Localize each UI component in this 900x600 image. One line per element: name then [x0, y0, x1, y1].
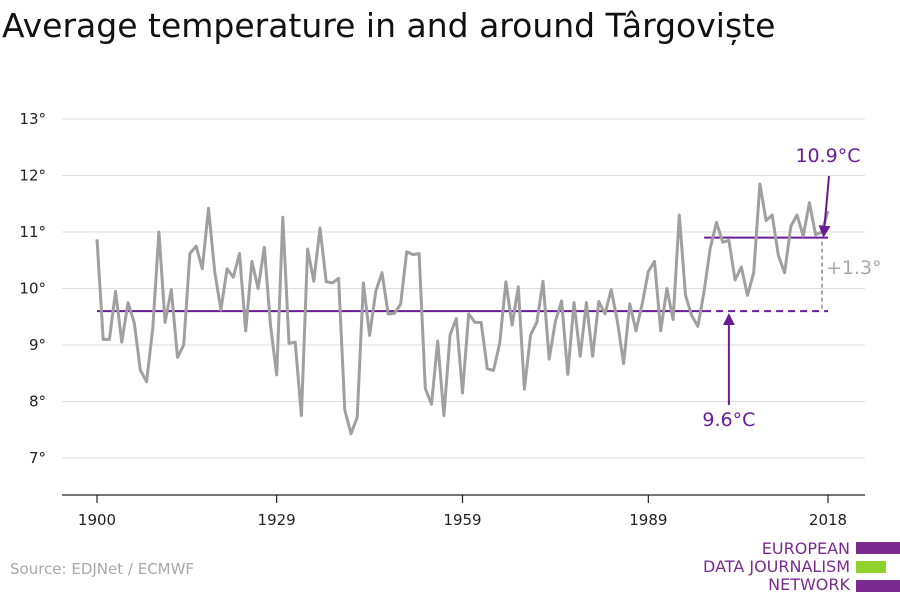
recent-label: 10.9°C — [795, 145, 860, 167]
baseline-label: 9.6°C — [702, 409, 755, 431]
y-tick-label: 9° — [29, 336, 46, 354]
y-axis-ticks: 7° 8° 9° 10° 11° 12° 13° — [19, 110, 46, 467]
recent-arrow — [818, 175, 831, 238]
x-tick-label: 1989 — [629, 511, 667, 529]
logo-line-1: EUROPEAN — [762, 540, 850, 558]
logo-bar-green — [856, 561, 886, 573]
logo-line-2: DATA JOURNALISM — [703, 557, 850, 576]
annotations: 9.6°C 10.9°C +1.3° — [702, 145, 881, 431]
x-tick-label: 1929 — [258, 511, 296, 529]
y-tick-label: 12° — [19, 167, 46, 185]
temperature-line — [95, 182, 830, 436]
source-note: Source: EDJNet / ECMWF — [10, 560, 195, 578]
logo-bar-purple-top — [856, 542, 900, 554]
gridlines — [62, 118, 865, 459]
y-tick-label: 11° — [19, 223, 46, 241]
chart-title: Average temperature in and around Târgov… — [2, 6, 776, 45]
reference-lines — [97, 236, 828, 313]
y-tick-label: 13° — [19, 110, 46, 128]
logo-bar-purple-bottom — [856, 580, 900, 592]
temperature-line-chart: 7°8°9°10°11°12°13° 1900 1929 1959 1989 2018 … — [19, 110, 881, 529]
difference-label: +1.3° — [826, 257, 882, 279]
edjnet-logo: EUROPEAN DATA JOURNALISM NETWORK — [703, 540, 900, 594]
logo-line-3: NETWORK — [768, 575, 850, 594]
x-tick-label: 1900 — [78, 511, 116, 529]
x-tick-label: 2018 — [809, 511, 847, 529]
y-tick-label: 10° — [19, 280, 46, 298]
temperature-series — [95, 182, 830, 436]
y-tick-label: 7° — [29, 449, 46, 467]
x-tick-label: 1959 — [443, 511, 481, 529]
y-tick-label: 8° — [29, 393, 46, 411]
x-axis: 1900 1929 1959 1989 2018 — [62, 494, 865, 529]
